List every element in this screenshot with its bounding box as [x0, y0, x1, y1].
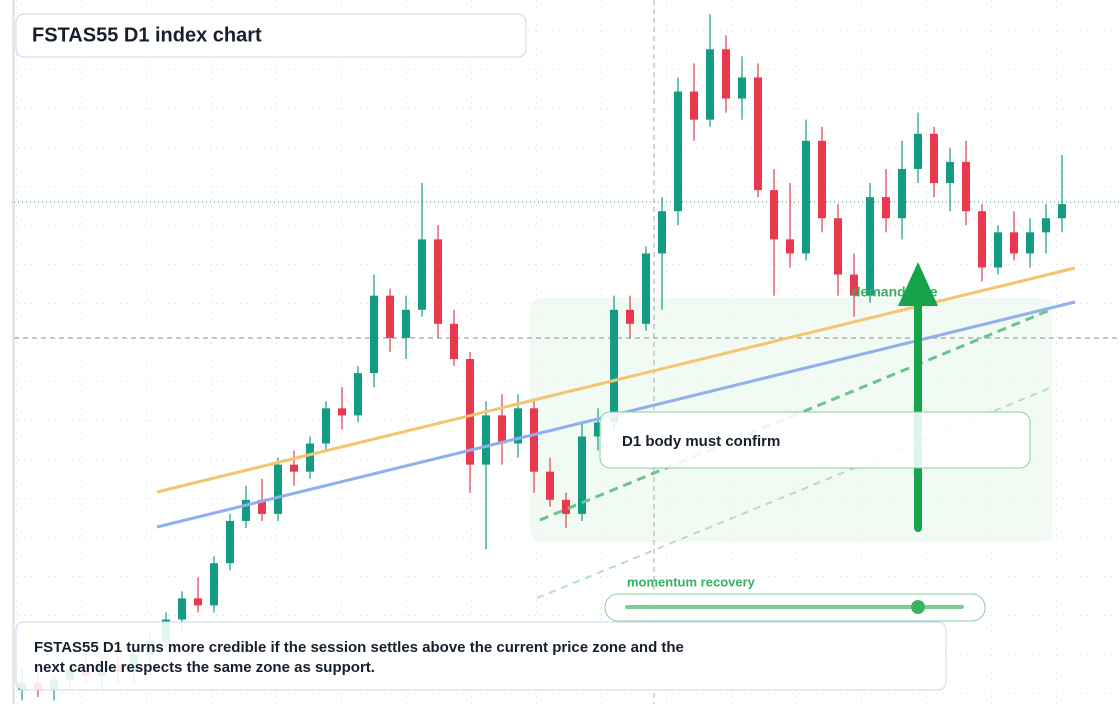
- candle-body: [274, 464, 282, 514]
- candle-body: [306, 443, 314, 472]
- candle-body: [754, 77, 762, 191]
- candle-body: [850, 274, 858, 296]
- candle-body: [1058, 204, 1066, 219]
- candle-body: [818, 140, 826, 219]
- candle-body: [1042, 218, 1050, 233]
- callout-text: D1 body must confirm: [622, 433, 780, 450]
- candle-body: [210, 563, 218, 606]
- candle-body: [978, 211, 986, 268]
- candle-body: [722, 49, 730, 99]
- candle-body: [322, 408, 330, 444]
- callout-box: [599, 411, 1031, 469]
- candle-body: [482, 415, 490, 465]
- candle-body: [258, 499, 266, 514]
- candle-body: [546, 471, 554, 500]
- candle-body: [466, 359, 474, 465]
- candle-body: [738, 77, 746, 99]
- candle-body: [418, 239, 426, 310]
- chart-title: FSTAS55 D1 index chart: [32, 24, 262, 46]
- candle-body: [690, 91, 698, 120]
- candle-body: [674, 91, 682, 212]
- candle-body: [962, 161, 970, 212]
- candle-body: [242, 499, 250, 521]
- left-edge: [12, 0, 15, 704]
- candle-body: [834, 218, 842, 275]
- momentum-label: momentum recovery: [627, 574, 756, 589]
- candle-body: [194, 598, 202, 606]
- candle-body: [450, 323, 458, 360]
- candle-body: [178, 598, 186, 620]
- candle-body: [770, 190, 778, 240]
- candle-body: [402, 309, 410, 338]
- candle-body: [338, 408, 346, 416]
- note-box: [15, 621, 947, 691]
- candle-body: [1026, 232, 1034, 254]
- candle-body: [594, 422, 602, 437]
- candle-body: [578, 436, 586, 514]
- candle-body: [930, 133, 938, 184]
- candle-body: [610, 309, 618, 423]
- candle-body: [866, 197, 874, 296]
- candle-body: [434, 239, 442, 324]
- candle-body: [626, 309, 634, 324]
- candle-body: [290, 464, 298, 472]
- title-box: [15, 13, 527, 58]
- arrow-head: [898, 262, 938, 306]
- candle-body: [786, 239, 794, 254]
- candle-body: [898, 168, 906, 219]
- candle-body: [802, 140, 810, 254]
- candle-body: [498, 415, 506, 444]
- candle-body: [514, 408, 522, 444]
- candle-body: [562, 499, 570, 514]
- candle-body: [946, 161, 954, 184]
- candle-body: [658, 211, 666, 254]
- candle-body: [226, 520, 234, 564]
- note-text: FSTAS55 D1 turns more credible if the se…: [34, 639, 684, 676]
- momentum-knob: [911, 600, 925, 614]
- candle-body: [994, 232, 1002, 268]
- candle-body: [370, 295, 378, 374]
- candle-body: [530, 408, 538, 472]
- candle-body: [706, 49, 714, 120]
- candle-body: [882, 197, 890, 219]
- candle-body: [914, 133, 922, 169]
- candle-body: [354, 373, 362, 416]
- candle-body: [386, 295, 394, 338]
- candle-body: [1010, 232, 1018, 254]
- candle-body: [642, 253, 650, 324]
